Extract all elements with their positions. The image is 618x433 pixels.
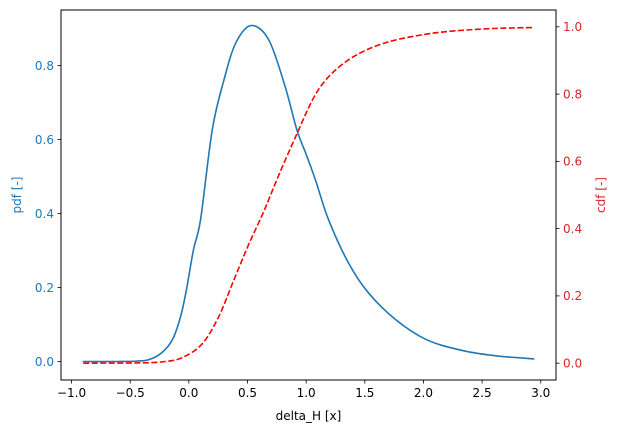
y-axis-right: 0.0 0.2 0.4 0.6 0.8 1.0 xyxy=(556,20,582,370)
x-tick-label: 2.5 xyxy=(473,386,492,400)
y-tick-label-left: 0.6 xyxy=(35,133,54,147)
cdf-line xyxy=(83,26,534,364)
plot-background xyxy=(61,10,556,380)
y-tick-label-right: 1.0 xyxy=(563,20,582,34)
x-tick-label: 3.0 xyxy=(531,386,550,400)
x-axis-label: delta_H [x] xyxy=(276,409,342,423)
x-axis: −1.0 −0.5 0.0 0.5 1.0 1.5 2.0 2.5 3.0 xyxy=(57,380,550,400)
x-tick-label: 2.0 xyxy=(414,386,433,400)
axes-frame xyxy=(60,9,557,381)
y-axis-label-left: pdf [-] xyxy=(10,177,24,214)
y-tick-label-right: 0.2 xyxy=(563,289,582,303)
y-axis-label-right: cdf [-] xyxy=(594,177,608,213)
y-tick-label-right: 0.0 xyxy=(563,356,582,370)
y-tick-label-left: 0.2 xyxy=(35,281,54,295)
y-tick-label-right: 0.6 xyxy=(563,155,582,169)
plot-area xyxy=(60,9,557,381)
series-layer xyxy=(82,24,535,364)
x-tick-label: 1.5 xyxy=(355,386,374,400)
x-tick-label: −1.0 xyxy=(57,386,86,400)
y-tick-label-left: 0.4 xyxy=(35,207,54,221)
x-tick-label: 1.0 xyxy=(297,386,316,400)
y-tick-label-left: 0.0 xyxy=(35,355,54,369)
y-tick-label-right: 0.8 xyxy=(563,87,582,101)
x-tick-label: −0.5 xyxy=(116,386,145,400)
pdf-line xyxy=(82,24,535,363)
x-tick-label: 0.5 xyxy=(238,386,257,400)
x-tick-label: 0.0 xyxy=(179,386,198,400)
y-tick-label-right: 0.4 xyxy=(563,222,582,236)
y-tick-label-left: 0.8 xyxy=(35,59,54,73)
y-axis-left: 0.0 0.2 0.4 0.6 0.8 xyxy=(35,59,61,369)
